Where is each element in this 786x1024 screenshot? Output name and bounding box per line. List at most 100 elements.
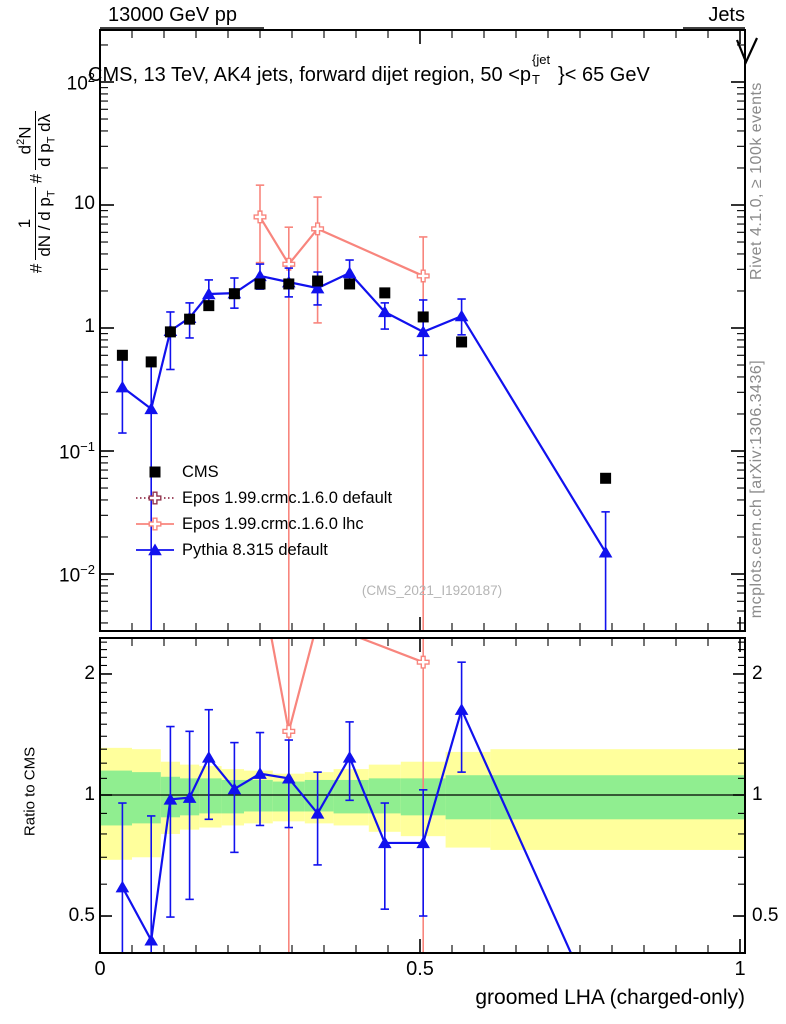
band-green [490, 775, 745, 820]
marker-triangle [227, 782, 242, 795]
marker-square [312, 275, 324, 287]
plot-title-post: }< 65 GeV [558, 64, 650, 86]
main-y-tick-label: 10−1 [59, 439, 95, 464]
legend-label-cms: CMS [182, 462, 219, 481]
band-green [304, 779, 334, 812]
main-y-tick-label: 1 [84, 316, 95, 337]
marker-open-cross [312, 616, 324, 628]
marker-square [344, 278, 356, 290]
marker-open-cross [282, 257, 296, 271]
watermark: (CMS_2021_I1920187) [361, 583, 503, 598]
band-green [445, 775, 491, 820]
ratio-y-tick-label-right: 1 [752, 784, 763, 805]
marker-open-cross [282, 724, 296, 738]
legend-item-epos-1-99-crmc-1-6-0-lhc: Epos 1.99.crmc.1.6.0 lhc [134, 511, 392, 537]
analysis-group-label: Jets [708, 4, 745, 26]
legend-label-pythia-8-315-default: Pythia 8.315 default [182, 540, 328, 559]
marker-triangle [342, 750, 357, 763]
marker-square [203, 300, 215, 312]
marker-triangle [144, 402, 158, 415]
legend-item-epos-1-99-crmc-1-6-0-default: Epos 1.99.crmc.1.6.0 default [134, 485, 392, 511]
legend-marker-epos-1-99-crmc-1-6-0-lhc [136, 517, 174, 531]
marker-triangle [182, 791, 197, 803]
marker-square [184, 313, 196, 325]
ratio-y-tick-label-right: 2 [752, 662, 763, 684]
marker-triangle [378, 836, 392, 849]
band-green [333, 779, 369, 814]
x-axis-title: groomed LHA (charged-only) [475, 986, 745, 1009]
marker-square [149, 466, 161, 478]
ylabel-fraction-2: d2N d pT dλ [15, 110, 58, 170]
legend: CMS Epos 1.99.crmc.1.6.0 default Epos 1.99… [134, 459, 392, 563]
ylabel-hash-2: # [26, 173, 46, 184]
marker-open-cross [253, 210, 267, 224]
marker-triangle [416, 325, 430, 338]
legend-marker-cms [149, 466, 161, 478]
legend-marker-epos-1-99-crmc-1-6-0-default [136, 491, 174, 505]
band-green [244, 779, 273, 812]
marker-triangle [310, 281, 325, 294]
band-green [199, 778, 222, 814]
x-tick-label: 1 [734, 958, 746, 980]
marker-triangle [253, 767, 267, 779]
marker-triangle [115, 380, 130, 393]
marker-triangle [282, 771, 296, 784]
marker-open-cross [311, 222, 325, 236]
marker-triangle [115, 880, 130, 893]
marker-square [600, 472, 612, 484]
marker-triangle [148, 543, 162, 556]
marker-triangle [202, 750, 216, 763]
marker-square [379, 287, 391, 299]
legend-label-epos-1-99-crmc-1-6-0-lhc: Epos 1.99.crmc.1.6.0 lhc [182, 514, 364, 533]
pt-jet-supsub: {jet T [531, 52, 558, 87]
marker-square [164, 326, 176, 338]
ratio-series-pythia-8-315-default [115, 661, 573, 953]
legend-item-cms: CMS [134, 459, 392, 485]
x-tick-label: 0 [94, 958, 106, 980]
marker-open-cross [148, 517, 162, 531]
marker-square [145, 356, 157, 368]
marker-open-cross [254, 570, 266, 582]
corner-check-icon [735, 37, 758, 65]
legend-marker-pythia-8-315-default [136, 543, 174, 556]
main-y-tick-label: 10 [73, 193, 95, 214]
plot-title-pre: CMS, 13 TeV, AK4 jets, forward dijet reg… [88, 64, 532, 86]
marker-square [254, 278, 266, 290]
marker-triangle [454, 309, 469, 322]
ratio-series [115, 570, 573, 953]
ratio-y-tick-label-right: 0.5 [752, 905, 779, 926]
marker-triangle [342, 266, 357, 279]
ratio-y-tick-label-left: 0.5 [68, 905, 95, 926]
marker-triangle [253, 269, 267, 282]
marker-open-cross [416, 269, 430, 283]
marker-triangle [202, 287, 216, 300]
ratio-y-tick-label-left: 1 [84, 784, 95, 805]
band-green [132, 772, 161, 824]
beam-energy-label: 13000 GeV pp [108, 4, 237, 26]
marker-square [456, 336, 468, 348]
marker-triangle [144, 933, 158, 946]
marker-square [228, 288, 240, 300]
legend-item-pythia-8-315-default: Pythia 8.315 default [134, 537, 392, 563]
main-series-epos-1-99-crmc-1-6-0-lhc [253, 184, 430, 631]
marker-open-cross [148, 491, 162, 505]
marker-open-cross [416, 655, 430, 669]
band-green [100, 770, 132, 826]
marker-square [283, 278, 295, 290]
axis-ticks [99, 30, 745, 953]
marker-triangle [598, 545, 613, 558]
marker-triangle [310, 806, 325, 819]
uncertainty-bands [100, 747, 745, 860]
ylabel-hash-1: # [26, 263, 46, 274]
marker-triangle [163, 792, 178, 805]
mcplots-arxiv-label: mcplots.cern.ch [arXiv:1306.3436] [748, 359, 765, 619]
main-y-tick-label: 10−2 [59, 562, 95, 587]
main-series-cms [116, 275, 612, 484]
rivet-version-label: Rivet 4.1.0, ≥ 100k events [748, 82, 765, 280]
ratio-y-tick-label-left: 2 [84, 662, 95, 684]
plot-title-sub: T [532, 72, 540, 87]
legend-label-epos-1-99-crmc-1-6-0-default: Epos 1.99.crmc.1.6.0 default [182, 488, 393, 507]
x-tick-label: 0.5 [406, 958, 434, 980]
